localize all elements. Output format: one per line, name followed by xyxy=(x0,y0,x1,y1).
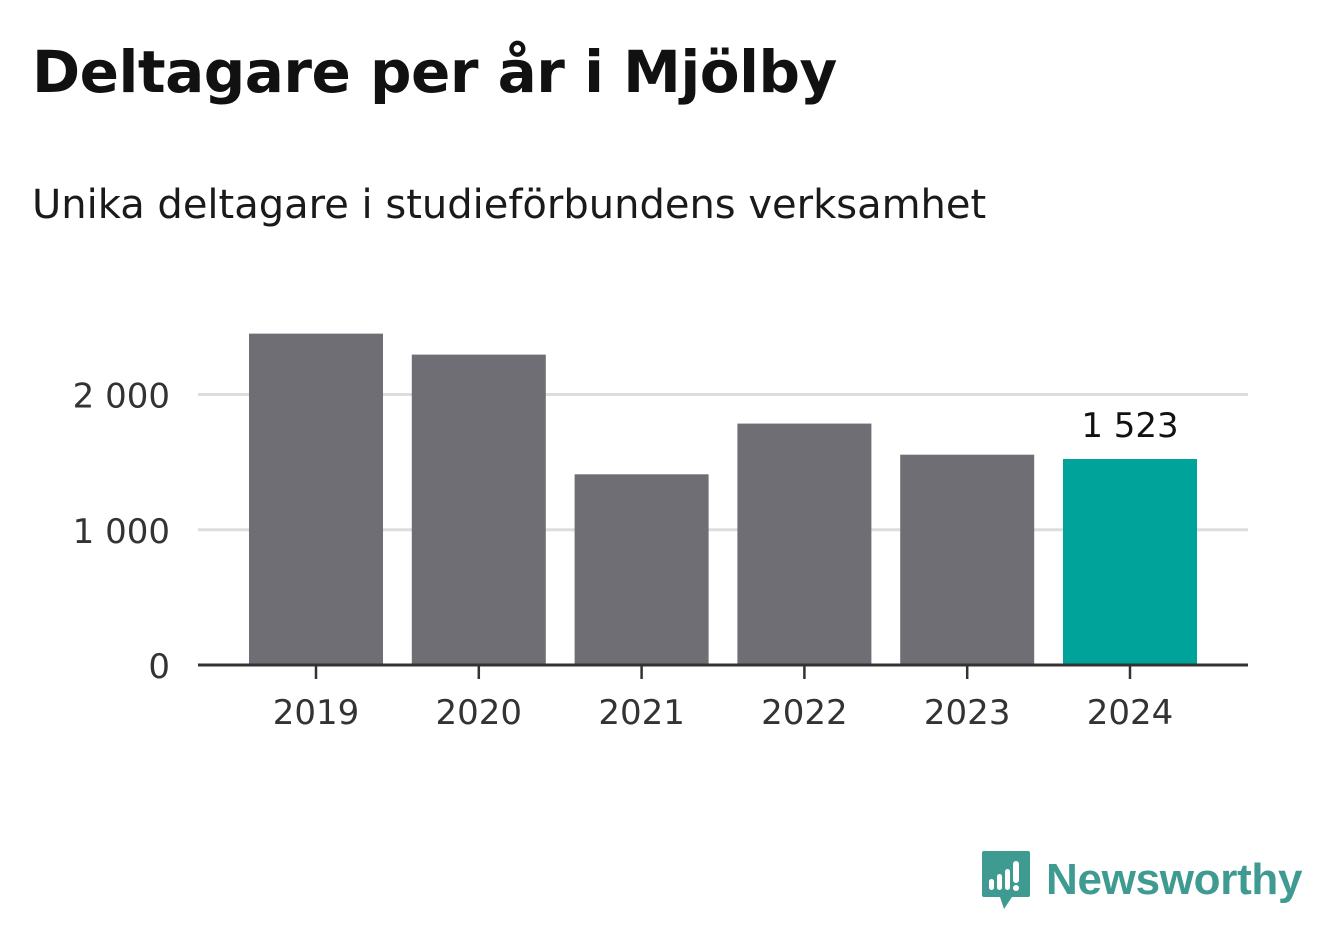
bar-2024 xyxy=(1063,459,1197,665)
y-tick-label: 2 000 xyxy=(73,377,170,417)
data-label-2024: 1 523 xyxy=(1081,406,1178,446)
data-labels: 1 523 xyxy=(1081,406,1178,446)
bar-2021 xyxy=(574,474,709,665)
x-tick-label: 2019 xyxy=(273,693,360,733)
chart-title: Deltagare per år i Mjölby xyxy=(32,38,837,106)
x-tick-label: 2023 xyxy=(924,693,1011,733)
bar-2020 xyxy=(411,354,546,665)
chart-subtitle: Unika deltagare i studieförbundens verks… xyxy=(32,182,987,228)
y-tick-label: 0 xyxy=(148,647,170,687)
y-tick-label: 1 000 xyxy=(73,512,170,552)
newsworthy-logo-icon xyxy=(982,851,1030,909)
bar-2023 xyxy=(900,454,1035,665)
y-axis-ticks: 0 1 000 2 000 xyxy=(73,377,170,688)
brand-logo: Newsworthy xyxy=(980,848,1302,912)
x-tick-label: 2021 xyxy=(598,693,685,733)
bar-2019 xyxy=(249,333,383,665)
x-tick-label: 2020 xyxy=(436,693,523,733)
x-axis-ticks: 2019 2020 2021 2022 2023 2024 xyxy=(273,665,1174,733)
bars xyxy=(249,333,1197,665)
bar-2022 xyxy=(737,423,872,665)
x-tick-label: 2022 xyxy=(761,693,848,733)
brand-name: Newsworthy xyxy=(1046,855,1303,904)
x-tick-label: 2024 xyxy=(1087,693,1174,733)
